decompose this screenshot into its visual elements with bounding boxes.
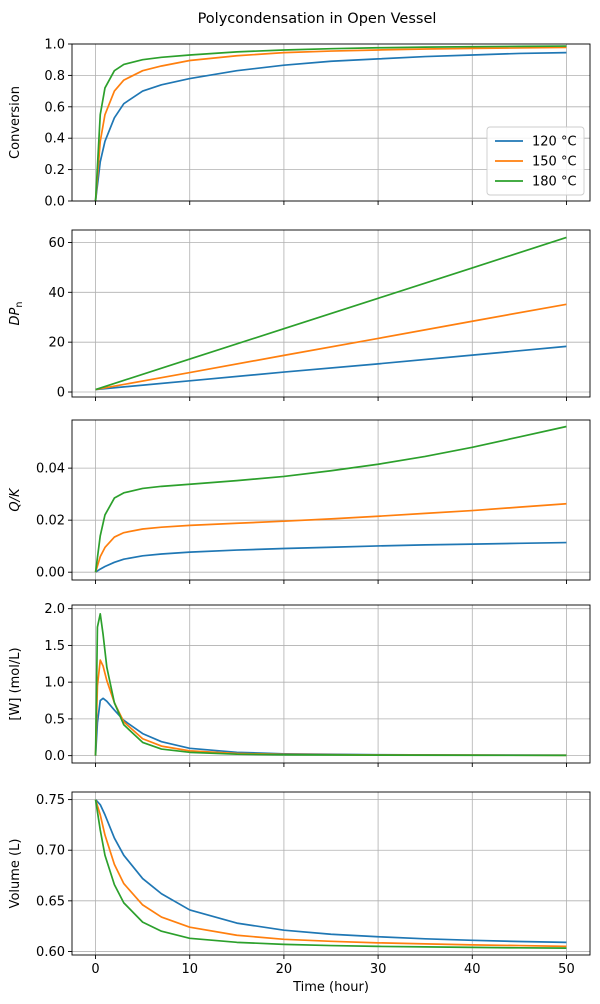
y-tick-label: 0.0 — [44, 195, 65, 210]
y-tick-label: 60 — [48, 236, 65, 251]
y-tick-label: 0.02 — [36, 514, 65, 529]
axes-frame — [71, 43, 591, 202]
y-tick-label: 2.0 — [44, 602, 65, 617]
y-tick-label: 20 — [48, 336, 65, 351]
legend-label: 180 °C — [532, 175, 577, 190]
series-line-120c — [95, 541, 567, 573]
axes-frame — [71, 791, 591, 956]
axes-frame — [71, 419, 591, 581]
y-tick-label: 0.00 — [36, 566, 65, 581]
y-tick-label: 0.65 — [36, 894, 65, 909]
series-line-150c — [94, 799, 567, 948]
y-tick-label: 0.75 — [36, 793, 65, 808]
x-tick-label: 40 — [464, 962, 481, 977]
x-tick-label: 10 — [181, 962, 198, 977]
legend-label: 150 °C — [532, 155, 577, 170]
x-tick-label: 20 — [276, 962, 293, 977]
series-line-180c — [94, 425, 567, 573]
panel-3: 0.00 0.02 0.04 Q/K — [8, 419, 591, 584]
panel-4: 0.0 0.5 1.0 1.5 2.0 [W] (mol/L) — [8, 602, 591, 767]
series-line-120c — [95, 345, 567, 391]
y-tick-label: 0.04 — [36, 462, 65, 477]
x-tick-label: 0 — [91, 962, 99, 977]
series-line-150c — [95, 303, 567, 391]
series-group — [94, 612, 567, 757]
y-tick-label: 1.5 — [44, 639, 65, 654]
y-tick-label: 0.2 — [44, 163, 65, 178]
y-tick-label: 0.70 — [36, 844, 65, 859]
series-line-150c — [94, 46, 567, 201]
x-tick-label: 50 — [558, 962, 575, 977]
y-axis-label: DPn — [8, 302, 25, 326]
series-group — [95, 236, 567, 391]
series-line-150c — [94, 502, 567, 573]
y-tick-label: 1.0 — [44, 38, 65, 53]
legend-box — [486, 126, 585, 196]
y-tick-label: 0.60 — [36, 945, 65, 960]
y-axis-label: Volume (L) — [8, 839, 23, 909]
y-tick-label: 0.0 — [44, 749, 65, 764]
series-line-120c — [94, 51, 567, 201]
axes-frame — [71, 229, 591, 398]
series-line-180c — [95, 236, 567, 391]
y-tick-label: 40 — [48, 286, 65, 301]
series-group — [94, 799, 567, 949]
series-group — [94, 45, 567, 201]
axes-frame — [71, 604, 591, 764]
y-tick-label: 0.6 — [44, 100, 65, 115]
series-line-120c — [94, 799, 567, 944]
x-axis-label: Time (hour) — [292, 980, 369, 995]
y-tick-label: 1.0 — [44, 676, 65, 691]
y-tick-label: 0.5 — [44, 712, 65, 727]
series-line-180c — [94, 45, 567, 201]
panels: 0.0 0.2 0.4 0.6 0.8 1.0 Conversion 0 20 40 60 DPn 0.… — [8, 38, 591, 977]
legend-label: 120 °C — [532, 135, 577, 150]
panel-1: 0.0 0.2 0.4 0.6 0.8 1.0 Conversion — [8, 38, 591, 210]
y-tick-label: 0.4 — [44, 132, 65, 147]
y-axis-label: [W] (mol/L) — [8, 647, 23, 720]
legend: 120 °C 150 °C 180 °C — [486, 126, 585, 196]
series-line-150c — [94, 659, 567, 757]
figure-title: Polycondensation in Open Vessel — [198, 11, 437, 27]
series-line-180c — [94, 799, 567, 949]
y-tick-label: 0.8 — [44, 69, 65, 84]
y-axis-label: Q/K — [8, 487, 23, 512]
y-tick-label: 0 — [57, 386, 65, 401]
y-axis-label: Conversion — [8, 86, 23, 159]
series-group — [94, 425, 567, 573]
series-line-180c — [94, 612, 567, 757]
panel-2: 0 20 40 60 DPn — [8, 229, 591, 401]
x-tick-label: 30 — [370, 962, 387, 977]
panel-5: 0.60 0.65 0.70 0.75 0 10 20 30 40 50 Volume (L) — [8, 791, 591, 977]
